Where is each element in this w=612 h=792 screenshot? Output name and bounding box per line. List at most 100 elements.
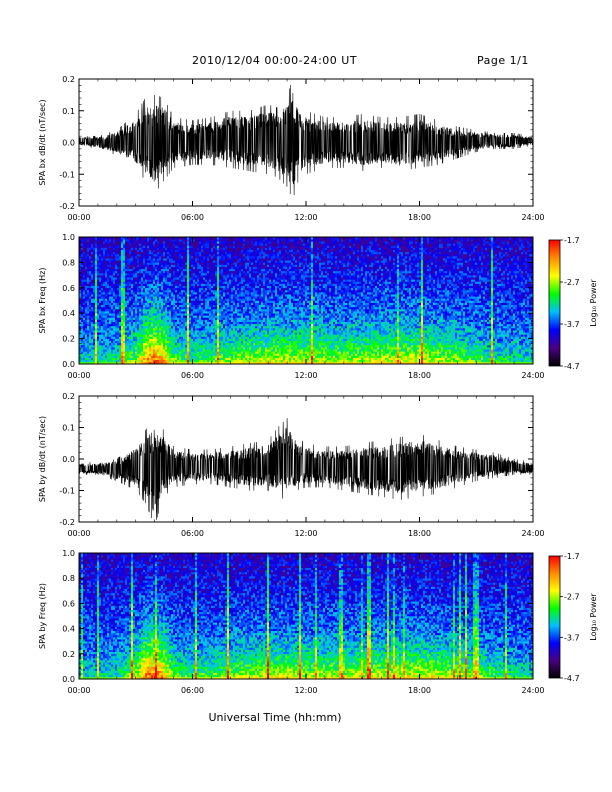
spectrogram-cell: [207, 269, 209, 271]
spectrogram-cell: [87, 345, 89, 347]
spectrogram-cell: [99, 343, 101, 345]
spectrogram-cell: [129, 341, 131, 343]
spectrogram-cell: [91, 328, 93, 330]
spectrogram-cell: [119, 250, 121, 252]
spectrogram-cell: [179, 339, 181, 341]
spectrogram-cell: [229, 336, 231, 338]
spectrogram-cell: [211, 275, 213, 277]
spectrogram-cell: [87, 309, 89, 311]
spectrogram-cell: [151, 309, 153, 311]
spectrogram-cell: [171, 303, 173, 305]
spectrogram-cell: [205, 279, 207, 281]
spectrogram-cell: [235, 241, 237, 243]
spectrogram-cell: [91, 267, 93, 269]
spectrogram-cell: [161, 288, 163, 290]
spectrogram-cell: [109, 313, 111, 315]
spectrogram-cell: [135, 269, 137, 271]
spectrogram-cell: [139, 269, 141, 271]
spectrogram-cell: [185, 269, 187, 271]
spectrogram-cell: [189, 260, 191, 262]
spectrogram-cell: [157, 284, 159, 286]
spectrogram-cell: [149, 315, 151, 317]
spectrogram-cell: [231, 336, 233, 338]
spectrogram-cell: [217, 258, 219, 260]
spectrogram-cell: [235, 334, 237, 336]
spectrogram-cell: [145, 343, 147, 345]
spectrogram-cell: [211, 294, 213, 296]
spectrogram-cell: [105, 356, 107, 358]
spectrogram-cell: [87, 269, 89, 271]
spectrogram-cell: [195, 330, 197, 332]
spectrogram-cell: [195, 349, 197, 351]
spectrogram-cell: [137, 243, 139, 245]
spectrogram-cell: [125, 341, 127, 343]
spectrogram-cell: [87, 349, 89, 351]
spectrogram-cell: [111, 339, 113, 341]
spectrogram-cell: [177, 281, 179, 283]
spectrogram-cell: [201, 265, 203, 267]
spectrogram-cell: [115, 290, 117, 292]
spectrogram-cell: [155, 256, 157, 258]
spectrogram-cell: [183, 320, 185, 322]
spectrogram-cell: [203, 347, 205, 349]
spectrogram-cell: [133, 330, 135, 332]
spectrogram-cell: [237, 315, 239, 317]
spectrogram-cell: [97, 294, 99, 296]
spectrogram-cell: [155, 309, 157, 311]
spectrogram-cell: [171, 271, 173, 273]
spectrogram-cell: [115, 349, 117, 351]
spectrogram-cell: [121, 360, 123, 362]
spectrogram-cell: [123, 351, 125, 353]
spectrogram-cell: [239, 258, 241, 260]
spectrogram-cell: [201, 267, 203, 269]
spectrogram-cell: [173, 324, 175, 326]
spectrogram-cell: [143, 360, 145, 362]
spectrogram-cell: [129, 345, 131, 347]
spectrogram-cell: [225, 341, 227, 343]
spectrogram-cell: [151, 334, 153, 336]
spectrogram-cell: [159, 260, 161, 262]
spectrogram-cell: [83, 294, 85, 296]
spectrogram-cell: [197, 339, 199, 341]
spectrogram-cell: [85, 334, 87, 336]
spectrogram-cell: [197, 307, 199, 309]
spectrogram-cell: [157, 345, 159, 347]
spectrogram-cell: [237, 341, 239, 343]
spectrogram-cell: [183, 284, 185, 286]
spectrogram-cell: [147, 273, 149, 275]
spectrogram-cell: [103, 258, 105, 260]
spectrogram-cell: [115, 273, 117, 275]
spectrogram-cell: [225, 330, 227, 332]
spectrogram-cell: [209, 298, 211, 300]
spectrogram-cell: [85, 332, 87, 334]
spectrogram-cell: [105, 286, 107, 288]
spectrogram-cell: [225, 322, 227, 324]
spectrogram-cell: [131, 271, 133, 273]
spectrogram-cell: [231, 326, 233, 328]
spectrogram-cell: [203, 341, 205, 343]
spectrogram-cell: [165, 307, 167, 309]
spectrogram-cell: [101, 358, 103, 360]
spectrogram-cell: [193, 248, 195, 250]
spectrogram-cell: [129, 320, 131, 322]
spectrogram-cell: [165, 275, 167, 277]
spectrogram-cell: [151, 324, 153, 326]
spectrogram-cell: [225, 281, 227, 283]
spectrogram-cell: [195, 309, 197, 311]
spectrogram-cell: [169, 239, 171, 241]
spectrogram-cell: [95, 273, 97, 275]
spectrogram-cell: [213, 320, 215, 322]
spectrogram-cell: [167, 288, 169, 290]
spectrogram-cell: [187, 334, 189, 336]
spectrogram-cell: [167, 336, 169, 338]
spectrogram-cell: [195, 341, 197, 343]
spectrogram-cell: [127, 307, 129, 309]
spectrogram-cell: [143, 262, 145, 264]
spectrogram-cell: [111, 311, 113, 313]
spectrogram-cell: [143, 326, 145, 328]
spectrogram-cell: [91, 353, 93, 355]
spectrogram-cell: [111, 269, 113, 271]
spectrogram-cell: [99, 275, 101, 277]
spectrogram-cell: [155, 298, 157, 300]
spectrogram-cell: [109, 281, 111, 283]
